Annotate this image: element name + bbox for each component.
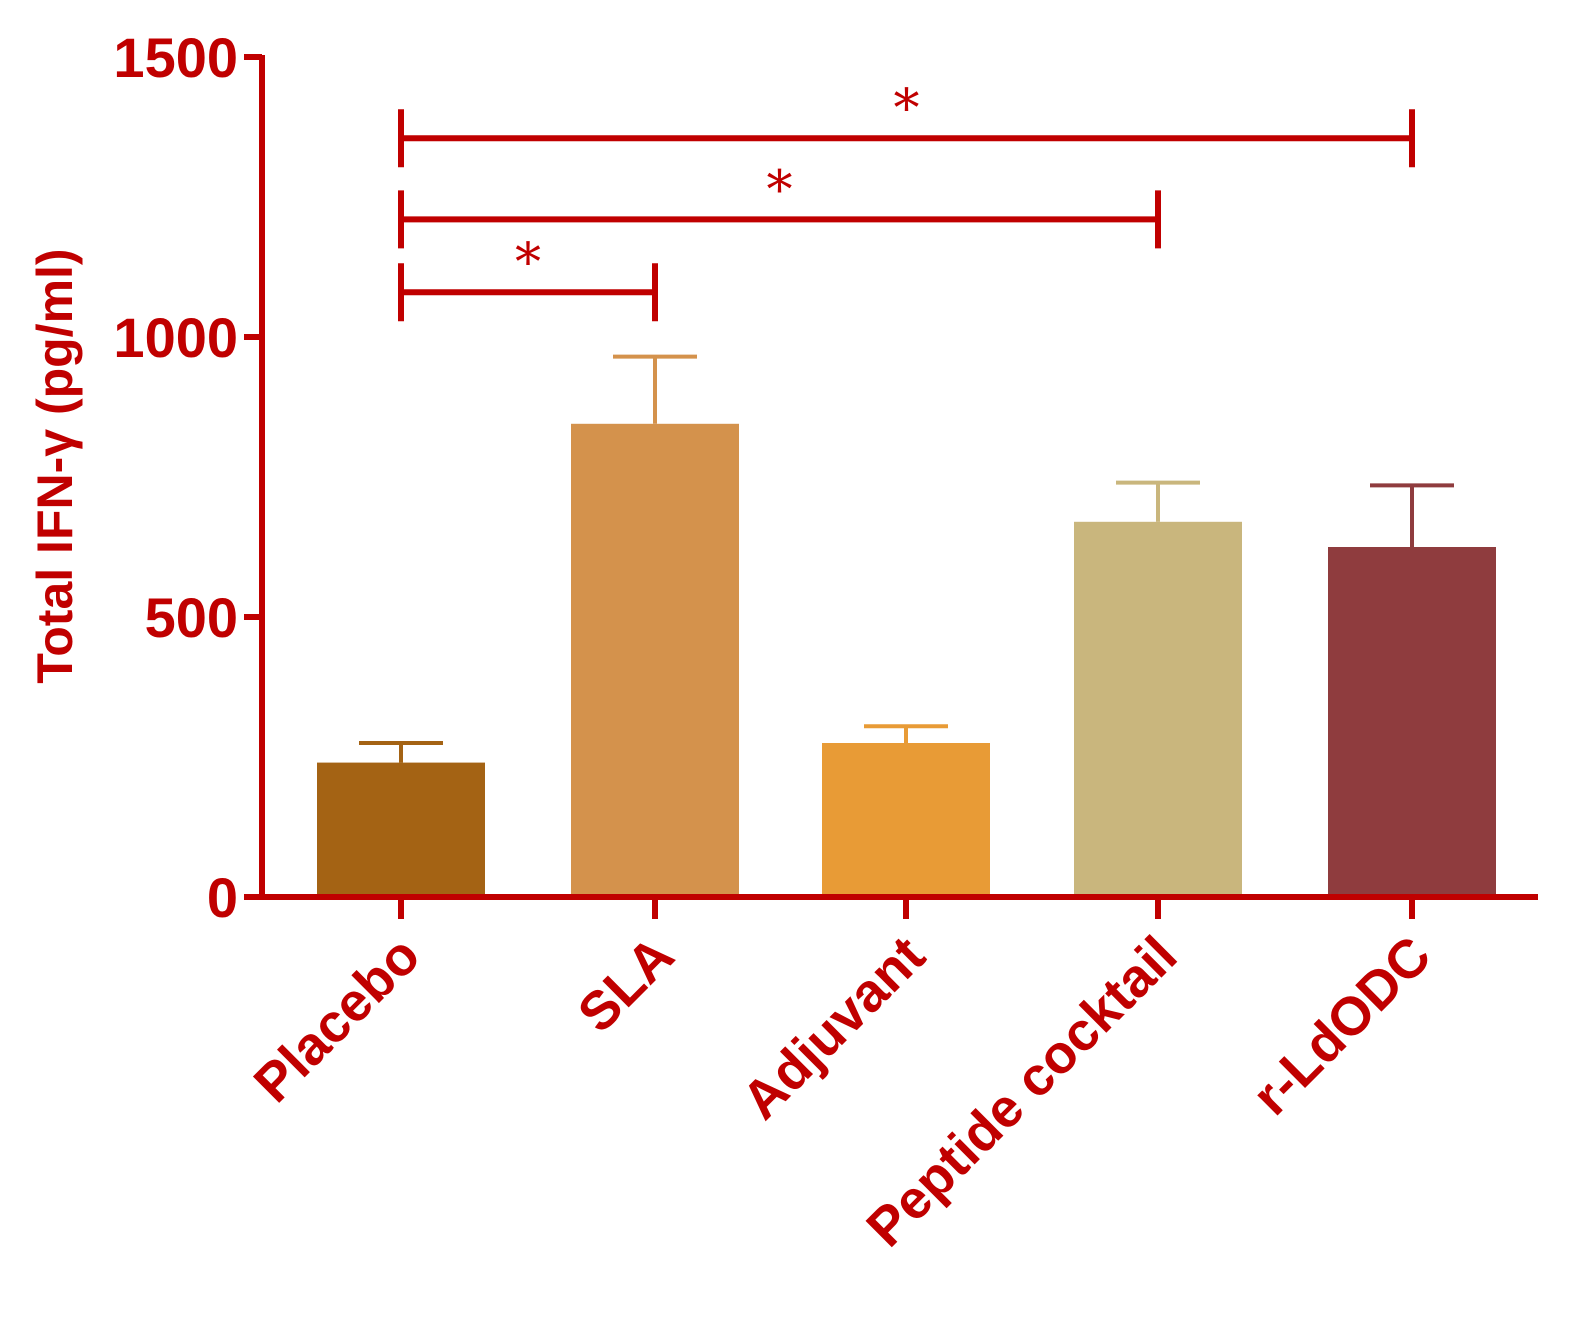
x-tick-label: Placebo [243,925,432,1114]
x-tick-label: r-LdODC [1241,925,1443,1127]
y-tick-label: 1500 [113,26,238,89]
bars-layer [317,423,1496,897]
x-tick-label: SLA [567,925,686,1044]
bar-sla [571,423,739,897]
bar-peptide-cocktail [1074,521,1242,897]
significance-label: * [767,160,793,220]
x-tick-label: Adjuvant [731,925,937,1131]
bar-placebo [317,762,485,897]
error-bars-layer [359,354,1454,763]
significance-label: * [515,233,541,293]
y-axis-label: Total IFN-γ (pg/ml) [27,248,83,683]
y-tick-label: 500 [145,586,238,649]
bar-r-ldodc [1328,547,1496,897]
bar-adjuvant [822,743,990,897]
y-tick-label: 1000 [113,306,238,369]
y-tick-label: 0 [207,866,238,929]
significance-layer: * * * [398,79,1415,322]
significance-label: * [894,79,920,139]
